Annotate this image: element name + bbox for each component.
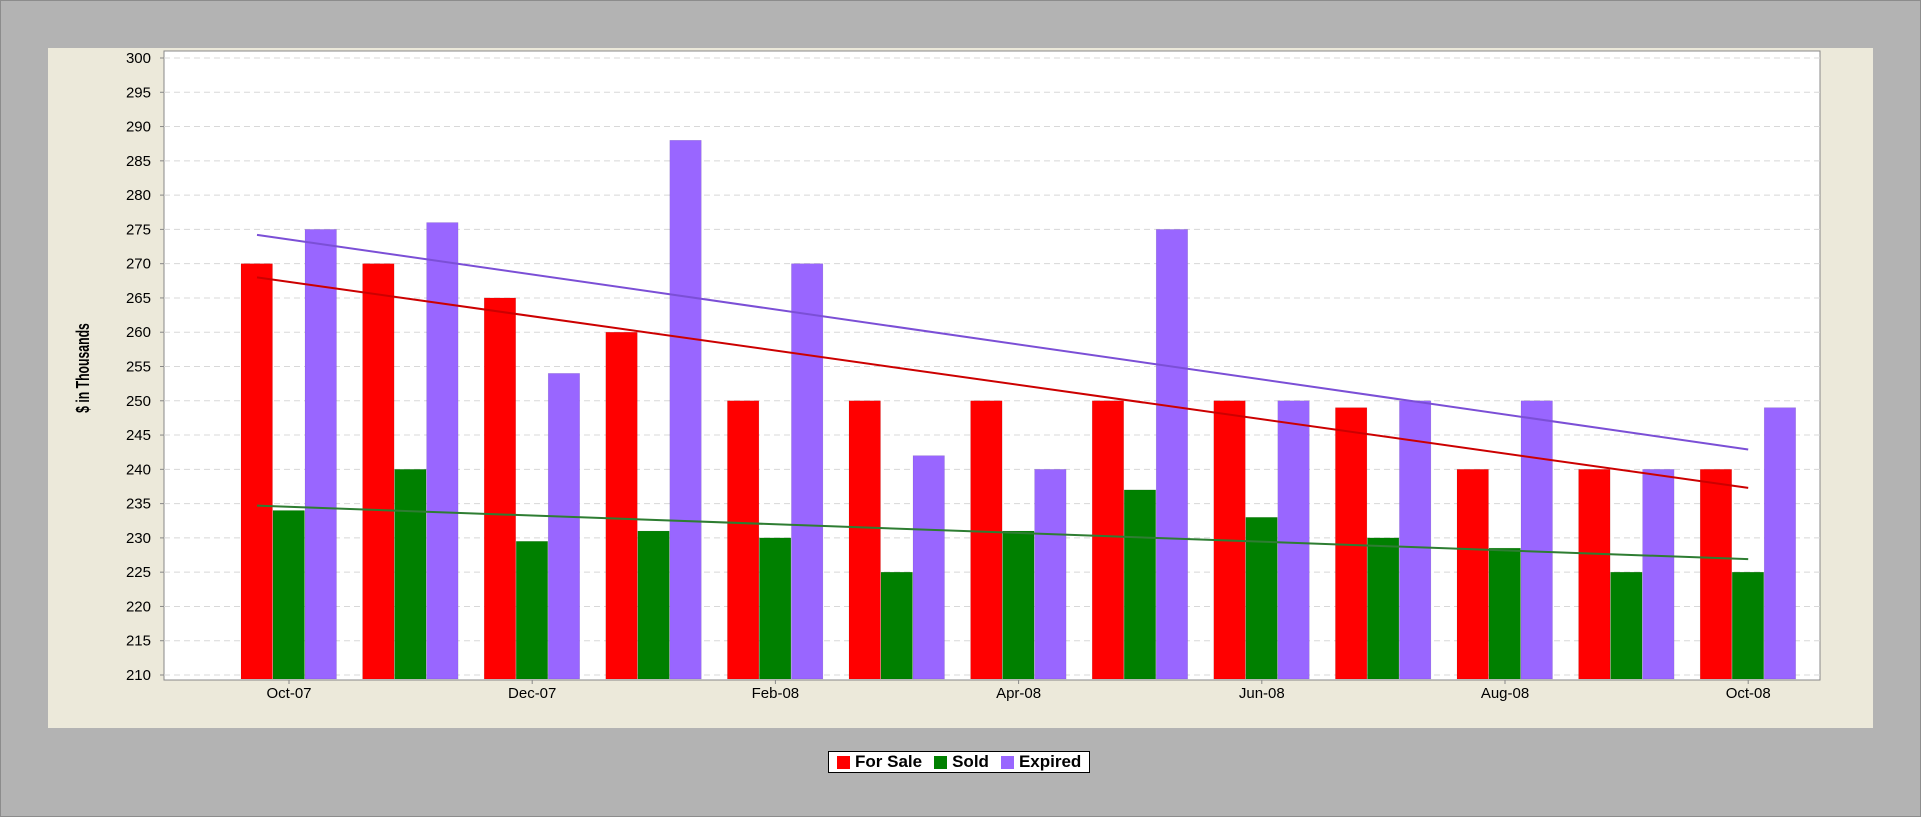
legend-label-sold: Sold (952, 752, 989, 771)
trendline-sold (256, 504, 1749, 561)
bar-sold-oct-08 (1731, 571, 1764, 680)
bar-for-sale-aug-08 (1456, 469, 1489, 680)
legend-label-expired: Expired (1018, 752, 1082, 771)
legend-swatch-expired (1000, 755, 1014, 769)
bar-for-sale-dec-07 (483, 297, 516, 680)
x-tick-label: Oct-07 (266, 685, 311, 702)
y-tick-label: 245 (126, 427, 151, 444)
bar-for-sale-nov-07 (362, 263, 395, 680)
bar-expired-nov-07 (426, 222, 459, 680)
trendline-for-sale (256, 276, 1749, 489)
bar-chart: 210 215 220 225 230 235 240 245 250 255 260 265 270 2… (74, 50, 1821, 702)
bar-sold-nov-07 (394, 469, 427, 680)
bar-for-sale-jul-08 (1335, 407, 1368, 680)
y-tick-label: 215 (126, 633, 151, 650)
legend-swatch-for-sale (837, 755, 850, 769)
y-tick-label: 265 (126, 290, 151, 307)
bar-expired-may-08 (1155, 229, 1188, 680)
y-tick-label: 300 (126, 50, 151, 67)
bar-expired-feb-08 (791, 263, 824, 680)
y-tick-label: 280 (126, 187, 151, 204)
bar-sold-may-08 (1123, 489, 1156, 680)
bar-expired-mar-08 (912, 455, 945, 680)
bar-for-sale-may-08 (1091, 400, 1124, 680)
y-tick-label: 210 (126, 667, 151, 684)
y-axis-label: $ in Thousands (74, 323, 94, 413)
bar-expired-jan-08 (669, 140, 702, 680)
bar-sold-aug-08 (1488, 547, 1521, 680)
y-tick-label: 270 (126, 256, 151, 273)
y-tick-label: 295 (126, 84, 151, 101)
bar-sold-jan-08 (637, 530, 670, 680)
bar-for-sale-feb-08 (727, 400, 760, 680)
legend-item-sold: Sold (934, 752, 989, 772)
bar-sold-jun-08 (1245, 517, 1278, 680)
y-tick-label: 240 (126, 461, 151, 478)
bar-sold-feb-08 (759, 537, 792, 680)
x-tick-label: Jun-08 (1239, 685, 1285, 702)
bar-for-sale-apr-08 (970, 400, 1003, 680)
bar-expired-oct-07 (304, 229, 337, 680)
y-tick-label: 220 (126, 598, 151, 615)
y-tick-label: 275 (126, 221, 151, 238)
x-tick-label: Apr-08 (996, 685, 1041, 702)
y-tick-label: 255 (126, 359, 151, 376)
legend-item-for-sale: For Sale (837, 752, 922, 772)
y-tick-label: 225 (126, 564, 151, 581)
bar-expired-apr-08 (1034, 469, 1067, 680)
bar-expired-aug-08 (1520, 400, 1553, 680)
bar-expired-oct-08 (1763, 407, 1796, 680)
bar-expired-jun-08 (1277, 400, 1310, 680)
bar-for-sale-jan-08 (605, 331, 638, 680)
bar-for-sale-oct-08 (1699, 469, 1732, 680)
legend-item-expired: Expired (1000, 752, 1082, 772)
y-tick-label: 285 (126, 153, 151, 170)
y-tick-label: 230 (126, 530, 151, 547)
chart-panel: 210 215 220 225 230 235 240 245 250 255 260 265 270 2… (48, 48, 1873, 773)
bar-sold-jul-08 (1367, 537, 1400, 680)
legend-swatch-sold (934, 755, 948, 769)
bar-expired-sep-08 (1642, 469, 1675, 680)
chart-legend: For Sale Sold Expired (828, 751, 1091, 773)
bar-sold-apr-08 (1002, 530, 1035, 680)
x-tick-label: Feb-08 (752, 685, 800, 702)
bar-for-sale-mar-08 (848, 400, 881, 680)
bar-sold-mar-08 (880, 571, 913, 680)
x-tick-label: Dec-07 (508, 685, 556, 702)
y-tick-label: 250 (126, 393, 151, 410)
bar-expired-jul-08 (1399, 400, 1432, 680)
y-tick-label: 260 (126, 324, 151, 341)
trendline-expired (256, 233, 1749, 451)
legend-label-for-sale: For Sale (855, 752, 923, 771)
bar-sold-oct-07 (272, 510, 305, 680)
x-tick-label: Oct-08 (1726, 685, 1771, 702)
x-tick-label: Aug-08 (1481, 685, 1529, 702)
bar-sold-dec-07 (515, 541, 548, 680)
bar-for-sale-sep-08 (1578, 469, 1611, 680)
y-tick-label: 290 (126, 119, 151, 136)
y-tick-label: 235 (126, 496, 151, 513)
bar-for-sale-oct-07 (240, 263, 273, 680)
bar-sold-sep-08 (1610, 571, 1643, 680)
bar-expired-dec-07 (547, 373, 580, 680)
